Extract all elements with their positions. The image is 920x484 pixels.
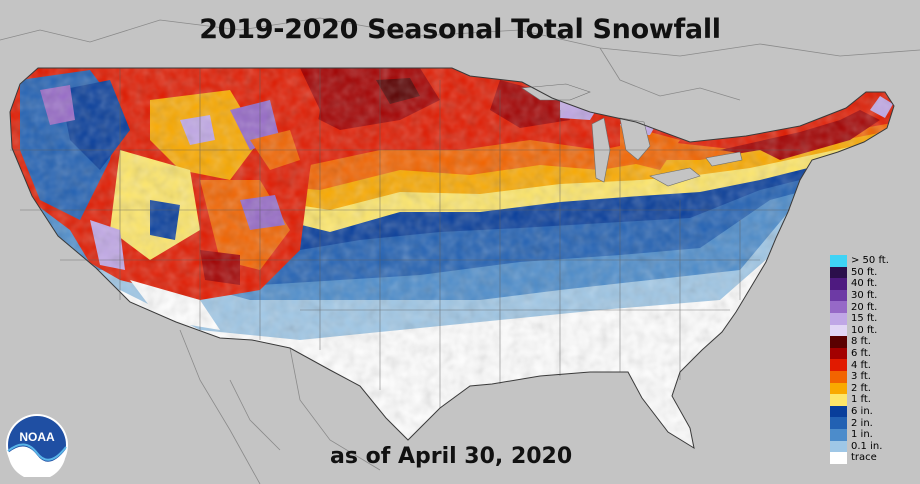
legend-label: 4 ft.: [851, 359, 871, 371]
legend-row: 20 ft.: [830, 301, 910, 313]
noaa-logo-icon: NOAA: [6, 414, 68, 477]
legend-row: 8 ft.: [830, 336, 910, 348]
legend-swatch: [830, 440, 847, 453]
state-borders: [10, 68, 800, 408]
legend-label: 20 ft.: [851, 301, 878, 313]
legend-swatch: [830, 359, 847, 371]
legend-label: 8 ft.: [851, 336, 871, 348]
legend-swatch: [830, 301, 847, 313]
legend-label: trace: [851, 452, 877, 464]
legend-row: > 50 ft.: [830, 255, 910, 267]
legend-row: 4 ft.: [830, 359, 910, 371]
legend-label: 10 ft.: [851, 324, 878, 336]
legend-label: 6 in.: [851, 406, 873, 418]
legend-swatch: [830, 417, 847, 429]
snowfall-legend: > 50 ft. 50 ft. 40 ft. 30 ft. 20 ft. 15 ft. 10…: [830, 255, 910, 464]
legend-swatch: [830, 266, 847, 279]
legend-row: 0.1 in.: [830, 440, 910, 453]
legend-label: 0.1 in.: [851, 440, 883, 452]
legend-label: 1 ft.: [851, 394, 871, 406]
legend-swatch: [830, 336, 847, 348]
legend-row: 10 ft.: [830, 324, 910, 337]
legend-row: 2 in.: [830, 417, 910, 429]
legend-row: 6 in.: [830, 405, 910, 418]
border-lines: [0, 17, 920, 484]
legend-label: 50 ft.: [851, 266, 878, 278]
noaa-logo-text: NOAA: [19, 430, 55, 444]
legend-swatch: [830, 394, 847, 406]
map-title: 2019-2020 Seasonal Total Snowfall: [199, 14, 721, 45]
map-subtitle: as of April 30, 2020: [330, 444, 573, 469]
conus-outline: [9, 67, 895, 450]
legend-row: 15 ft.: [830, 312, 910, 325]
legend-label: 3 ft.: [851, 371, 871, 383]
legend-swatch: [830, 278, 847, 290]
legend-swatch: [830, 312, 847, 325]
legend-label: 15 ft.: [851, 313, 878, 325]
legend-swatch: [830, 370, 847, 383]
legend-row: 30 ft.: [830, 289, 910, 302]
legend-label: 2 in.: [851, 417, 873, 429]
legend-row: 1 in.: [830, 428, 910, 441]
legend-label: > 50 ft.: [851, 255, 889, 267]
legend-row: trace: [830, 452, 910, 464]
legend-label: 2 ft.: [851, 382, 871, 394]
legend-row: 3 ft.: [830, 370, 910, 383]
legend-swatch: [830, 405, 847, 418]
legend-swatch: [830, 382, 847, 395]
legend-swatch: [830, 452, 847, 464]
legend-swatch: [830, 428, 847, 441]
legend-row: 40 ft.: [830, 278, 910, 290]
legend-swatch: [830, 347, 847, 360]
legend-label: 1 in.: [851, 429, 873, 441]
legend-label: 6 ft.: [851, 348, 871, 360]
legend-swatch: [830, 289, 847, 302]
legend-row: 50 ft.: [830, 266, 910, 279]
legend-label: 30 ft.: [851, 290, 878, 302]
legend-swatch: [830, 324, 847, 337]
legend-row: 1 ft.: [830, 394, 910, 406]
legend-row: 2 ft.: [830, 382, 910, 395]
legend-swatch: [830, 255, 847, 267]
legend-row: 6 ft.: [830, 347, 910, 360]
legend-label: 40 ft.: [851, 278, 878, 290]
